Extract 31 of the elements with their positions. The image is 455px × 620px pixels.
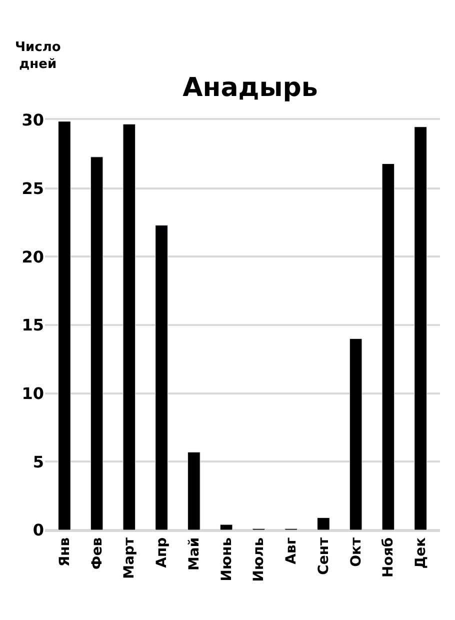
bar — [90, 156, 104, 530]
x-tick-label: Май — [186, 537, 202, 571]
y-tick-label: 0 — [32, 520, 44, 540]
x-tick-label: Дек — [413, 536, 430, 569]
x-tick-label: Сент — [316, 536, 332, 575]
x-tick-label: Нояб — [380, 537, 397, 578]
bar — [414, 126, 427, 530]
y-tick-label: 5 — [32, 452, 44, 472]
chart-title: Анадырь — [182, 72, 318, 103]
bar — [58, 121, 71, 530]
bar — [188, 452, 200, 530]
x-tick-label: Янв — [56, 537, 73, 567]
x-tick-label: Апр — [154, 537, 170, 568]
bar — [317, 517, 330, 530]
x-tick-label: Фев — [89, 537, 106, 570]
x-tick-label: Март — [122, 536, 138, 579]
bar — [220, 524, 233, 530]
x-tick-label: Июль — [251, 537, 268, 582]
y-tick-label: 15 — [22, 316, 44, 335]
bar — [382, 163, 395, 530]
bar — [155, 224, 168, 530]
y-tick-label: 25 — [22, 178, 44, 198]
bar — [122, 124, 136, 530]
bar — [349, 338, 362, 530]
x-tick-label: Июнь — [218, 537, 235, 582]
x-tick-label: Окт — [348, 536, 364, 567]
y-tick-label: 20 — [22, 247, 44, 266]
x-tick-label: Авг — [284, 537, 300, 564]
y-axis-title: Число дней — [15, 40, 61, 72]
y-tick-label: 10 — [22, 384, 44, 403]
y-tick-label: 30 — [22, 110, 44, 130]
